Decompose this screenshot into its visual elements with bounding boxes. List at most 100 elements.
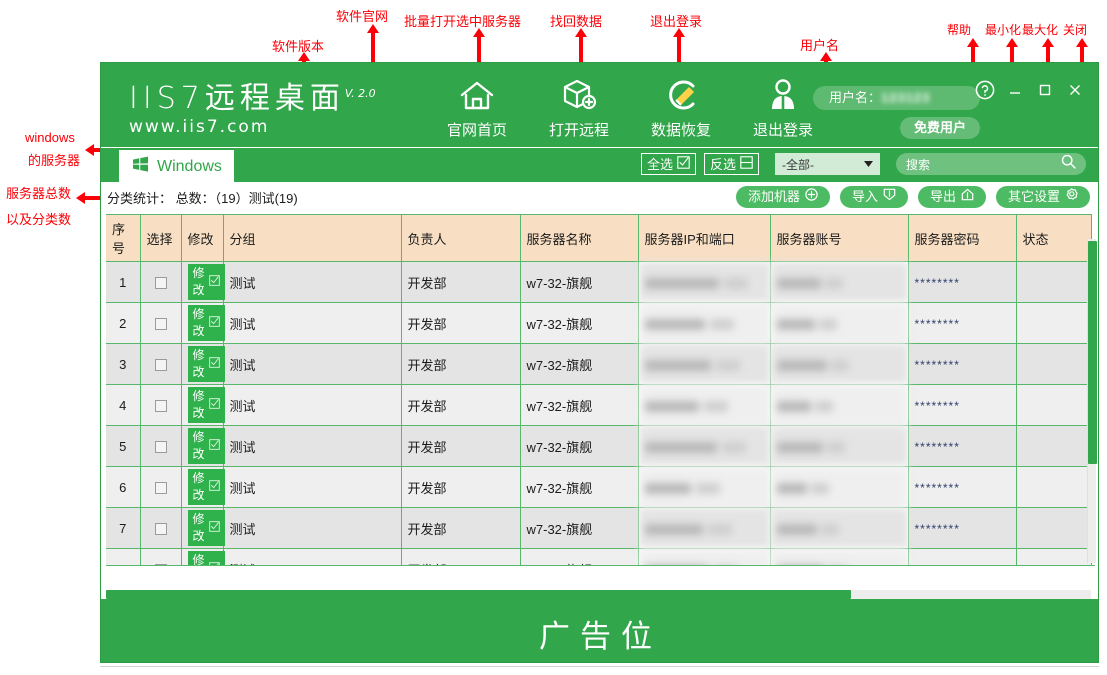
col-header-select[interactable]: 选择: [140, 214, 182, 262]
search-box[interactable]: 搜索: [896, 153, 1086, 175]
cell-password: ********: [908, 302, 1017, 344]
edit-row-button[interactable]: 修改: [187, 510, 225, 546]
cell-ip-port: [638, 507, 771, 549]
import-button[interactable]: 导入: [839, 186, 908, 208]
edit-row-button[interactable]: 修改: [187, 469, 225, 505]
vertical-scrollbar-thumb[interactable]: [1088, 241, 1097, 464]
advertisement-banner[interactable]: 广告位: [101, 603, 1098, 662]
col-header-server-name[interactable]: 服务器名称: [520, 214, 639, 262]
toolbar-item-logout[interactable]: 退出登录: [732, 75, 834, 140]
help-button[interactable]: [970, 77, 1000, 103]
col-header-account[interactable]: 服务器账号: [770, 214, 909, 262]
tab-windows[interactable]: Windows: [119, 150, 234, 183]
table-row[interactable]: 6 修改 测试 开发部 w7-32-旗舰 ********: [106, 466, 1092, 508]
cell-edit[interactable]: 修改: [181, 466, 225, 508]
annotation-total-1: 服务器总数: [6, 186, 72, 201]
cell-index: 2: [106, 302, 141, 344]
tab-windows-label: Windows: [157, 157, 222, 175]
edit-check-icon: [208, 520, 220, 537]
invert-select-button[interactable]: 反选: [703, 153, 759, 175]
add-machine-button[interactable]: 添加机器: [735, 186, 830, 208]
header-toolbar: 官网首页 打开远程: [426, 75, 834, 140]
cell-edit[interactable]: 修改: [181, 343, 225, 385]
row-checkbox[interactable]: [154, 359, 167, 372]
edit-row-label: 修改: [192, 389, 205, 420]
table-header-row: 序号 选择 修改 分组 负责人 服务器名称 服务器IP和端口 服务器账号 服务器…: [106, 214, 1092, 262]
cell-edit[interactable]: 修改: [181, 302, 225, 344]
edit-row-button[interactable]: 修改: [187, 305, 225, 341]
close-button[interactable]: [1060, 77, 1090, 103]
edit-row-button[interactable]: 修改: [187, 387, 225, 423]
cell-status: [1016, 384, 1092, 426]
col-header-group[interactable]: 分组: [223, 214, 402, 262]
window-bottom-divider: [100, 666, 1099, 667]
col-header-ip-port[interactable]: 服务器IP和端口: [638, 214, 771, 262]
edit-row-label: 修改: [192, 471, 205, 502]
col-header-index[interactable]: 序号: [106, 214, 141, 262]
group-filter-select[interactable]: -全部-: [775, 153, 880, 175]
other-settings-button[interactable]: 其它设置: [995, 186, 1090, 208]
row-checkbox[interactable]: [154, 441, 167, 454]
toolbar-item-open-remote[interactable]: 打开远程: [528, 75, 630, 140]
col-header-edit[interactable]: 修改: [181, 214, 224, 262]
cell-account: [770, 466, 909, 508]
cell-server-name: w7-32-旗舰: [520, 548, 639, 565]
table-row[interactable]: 1 修改 测试 开发部 w7-32-旗舰 ********: [106, 261, 1092, 303]
cell-select[interactable]: [140, 466, 182, 508]
toolbar-item-homepage[interactable]: 官网首页: [426, 75, 528, 140]
minimize-button[interactable]: [1000, 77, 1030, 103]
cell-select[interactable]: [140, 507, 182, 549]
cell-select[interactable]: [140, 302, 182, 344]
cell-edit[interactable]: 修改: [181, 425, 225, 467]
row-checkbox[interactable]: [154, 482, 167, 495]
cell-select[interactable]: [140, 384, 182, 426]
user-level-button[interactable]: 免费用户: [899, 117, 980, 139]
edit-check-icon: [208, 561, 220, 565]
cell-account: [770, 507, 909, 549]
edit-row-button[interactable]: 修改: [187, 264, 225, 300]
col-header-password[interactable]: 服务器密码: [908, 214, 1017, 262]
table-row[interactable]: 4 修改 测试 开发部 w7-32-旗舰 ********: [106, 384, 1092, 426]
user-name-label: 用户名：: [829, 90, 882, 105]
cell-group: 测试: [223, 425, 402, 467]
row-checkbox[interactable]: [154, 277, 167, 290]
select-all-button[interactable]: 全选: [640, 153, 696, 175]
table-row[interactable]: 3 修改 测试 开发部 w7-32-旗舰 ********: [106, 343, 1092, 385]
col-header-status[interactable]: 状态: [1016, 214, 1092, 262]
table-row[interactable]: 7 修改 测试 开发部 w7-32-旗舰 ********: [106, 507, 1092, 549]
edit-row-button[interactable]: 修改: [187, 551, 225, 565]
edit-row-button[interactable]: 修改: [187, 346, 225, 382]
cell-edit[interactable]: 修改: [181, 548, 225, 565]
search-icon[interactable]: [1061, 154, 1076, 174]
server-table: 序号 选择 修改 分组 负责人 服务器名称 服务器IP和端口 服务器账号 服务器…: [106, 214, 1092, 565]
vertical-scrollbar[interactable]: [1087, 239, 1097, 563]
edit-row-button[interactable]: 修改: [187, 428, 225, 464]
cell-edit[interactable]: 修改: [181, 507, 225, 549]
toolbar-item-data-recovery[interactable]: 数据恢复: [630, 75, 732, 140]
checkbox-invert-icon: [740, 156, 753, 172]
row-checkbox[interactable]: [154, 523, 167, 536]
cell-account: [770, 548, 909, 565]
row-checkbox[interactable]: [154, 318, 167, 331]
horizontal-scrollbar[interactable]: [106, 590, 1091, 599]
cell-edit[interactable]: 修改: [181, 261, 225, 303]
col-header-owner[interactable]: 负责人: [401, 214, 521, 262]
search-input[interactable]: 搜索: [906, 157, 931, 172]
cell-edit[interactable]: 修改: [181, 384, 225, 426]
cell-select[interactable]: [140, 425, 182, 467]
logo-version: V. 2.0: [344, 87, 376, 100]
cell-select[interactable]: [140, 548, 182, 565]
row-checkbox[interactable]: [154, 400, 167, 413]
horizontal-scrollbar-thumb[interactable]: [106, 590, 851, 599]
export-button[interactable]: 导出: [917, 186, 986, 208]
row-checkbox[interactable]: [154, 564, 167, 565]
table-row[interactable]: 5 修改 测试 开发部 w7-32-旗舰 ********: [106, 425, 1092, 467]
cell-owner: 开发部: [401, 384, 521, 426]
table-row[interactable]: 2 修改 测试 开发部 w7-32-旗舰 ********: [106, 302, 1092, 344]
maximize-button[interactable]: [1030, 77, 1060, 103]
cell-select[interactable]: [140, 343, 182, 385]
cell-select[interactable]: [140, 261, 182, 303]
plus-circle-icon: [805, 186, 818, 208]
toolbar-label-homepage: 官网首页: [446, 122, 507, 139]
